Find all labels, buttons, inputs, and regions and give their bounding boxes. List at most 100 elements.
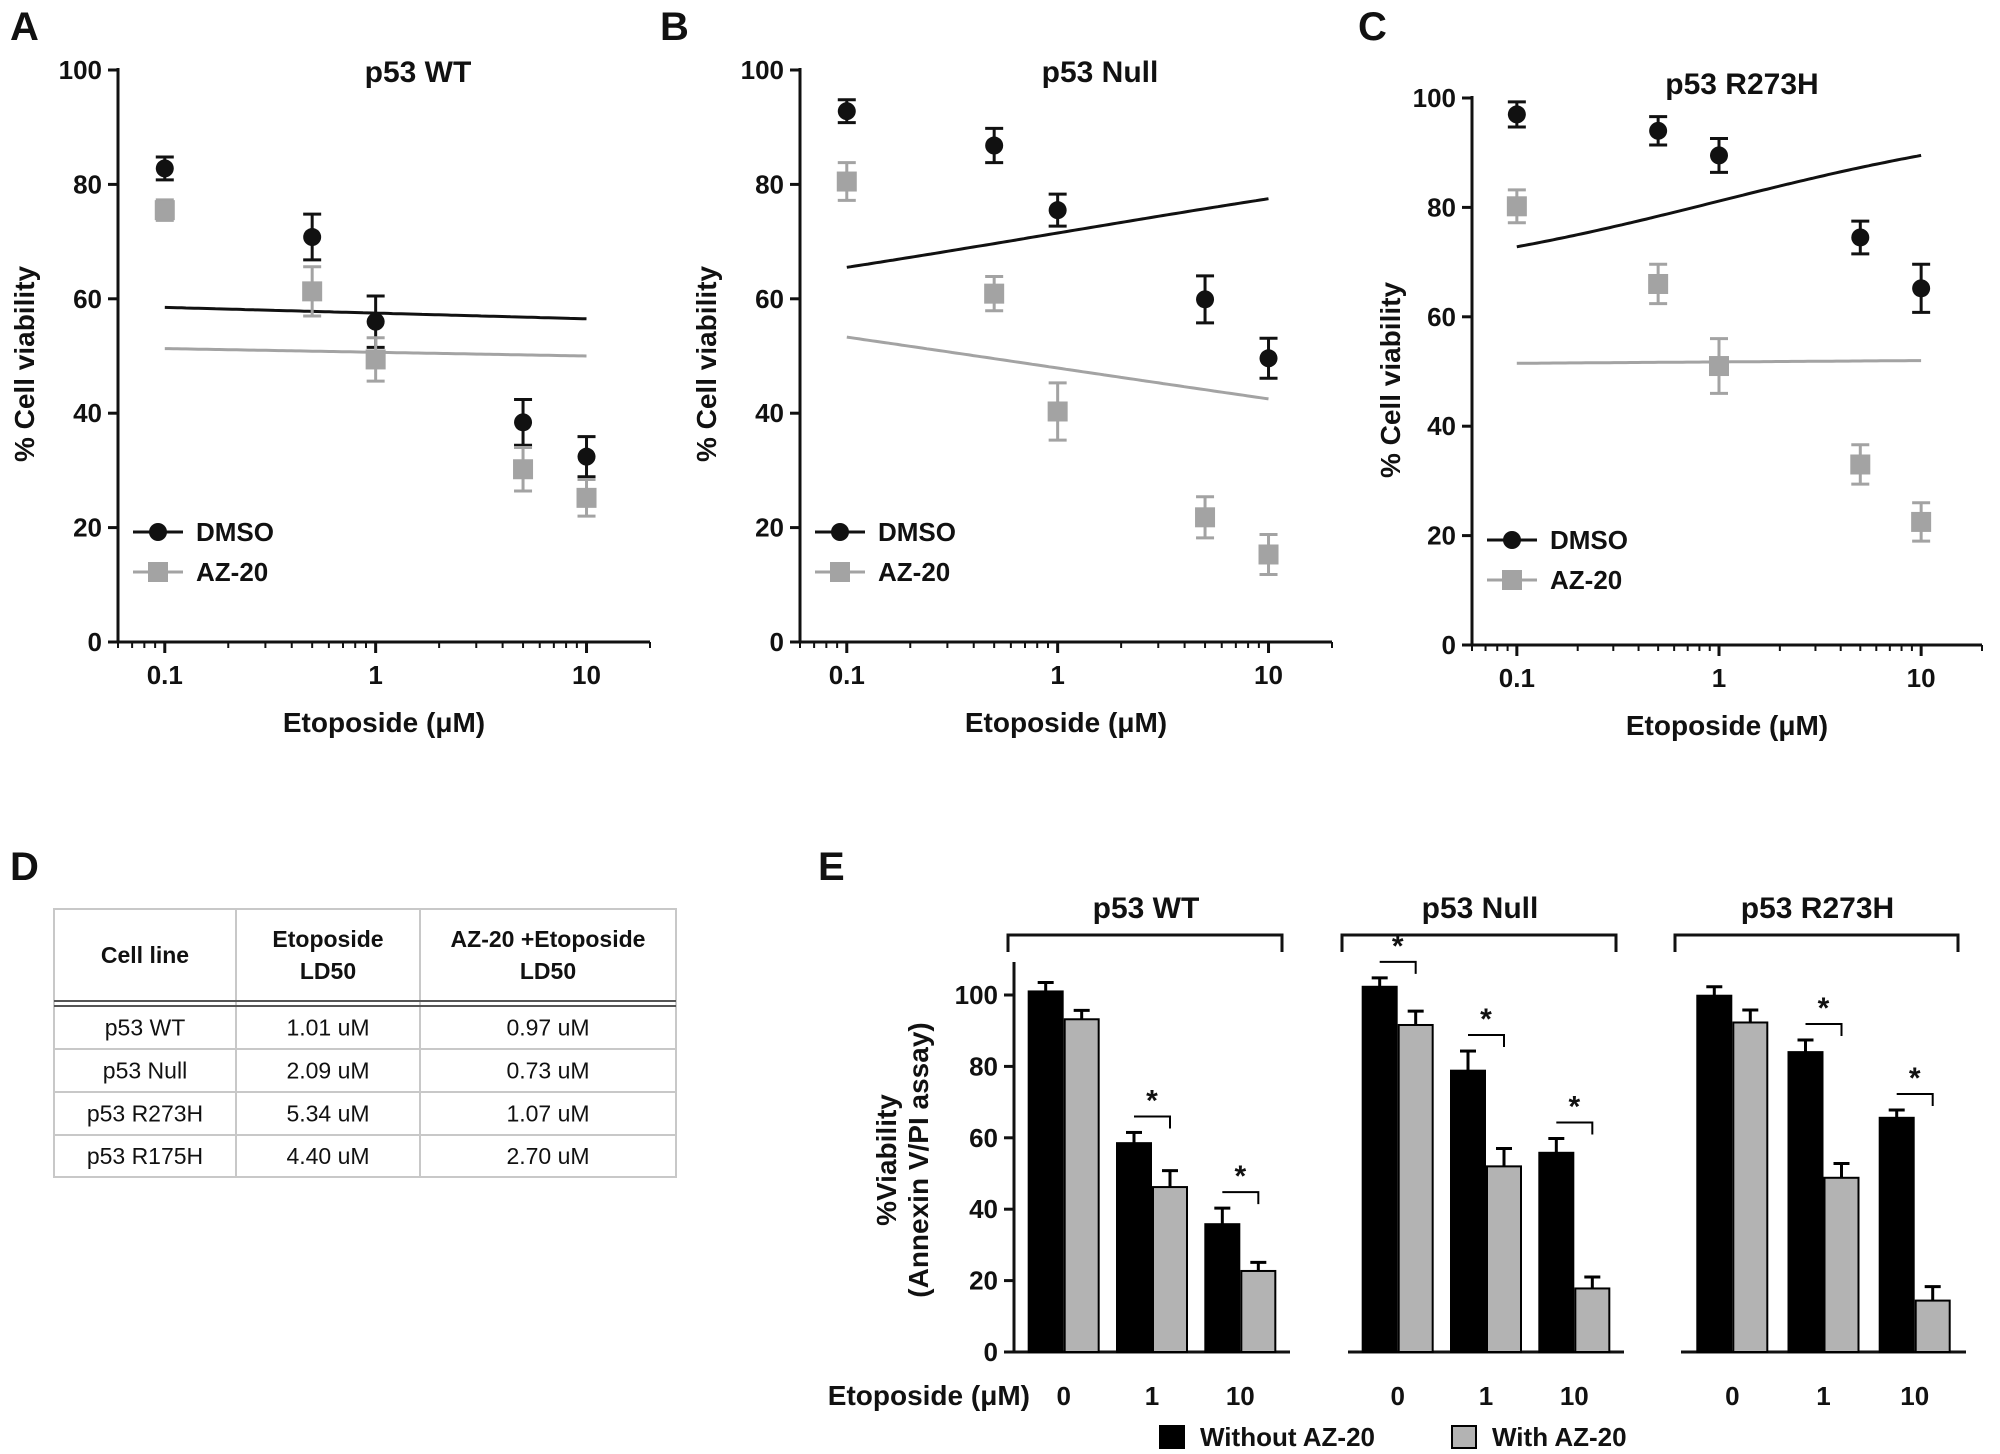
dmso-point xyxy=(1709,146,1728,165)
significance-star: * xyxy=(1146,1084,1158,1117)
az-20-point xyxy=(1195,507,1216,528)
az-20-point xyxy=(513,459,534,480)
dmso-point xyxy=(366,312,385,331)
table-cell: p53 WT xyxy=(105,1015,186,1041)
x-tick-label: 1 xyxy=(1145,1381,1159,1411)
az-20-point xyxy=(302,281,323,302)
significance-bracket xyxy=(1896,1092,1934,1106)
y-tick-label: 100 xyxy=(955,980,998,1010)
chart-title: p53 R273H xyxy=(1665,68,1818,101)
panel-letter-c: C xyxy=(1358,5,1387,49)
group-label: p53 WT xyxy=(1093,892,1200,925)
x-tick-label: 10 xyxy=(1560,1381,1589,1411)
table-header-cell: Cell line xyxy=(101,942,189,968)
legend-label-az-20: AZ-20 xyxy=(878,557,950,587)
significance-star: * xyxy=(1392,930,1404,963)
dmso-point xyxy=(1196,290,1215,309)
bar-without-az-20 xyxy=(1361,985,1398,1353)
bar-with-az-20 xyxy=(1914,1299,1951,1354)
bar-without-az-20 xyxy=(1116,1142,1152,1354)
x-axis-prefix: Etoposide (μM) xyxy=(828,1380,1030,1411)
dmso-point xyxy=(837,102,856,121)
legend-marker-az-20 xyxy=(1502,570,1522,590)
significance-star: * xyxy=(1480,1003,1492,1036)
y-tick-label: 60 xyxy=(73,284,102,314)
table-cell: p53 Null xyxy=(103,1058,187,1084)
az-20-point xyxy=(1911,511,1932,532)
table-header-cell: LD50 xyxy=(300,958,356,984)
az-20-point xyxy=(984,283,1005,304)
chart-title: p53 WT xyxy=(365,56,472,89)
dmso-point xyxy=(1851,228,1870,247)
dmso-point xyxy=(1048,201,1067,220)
significance-bracket xyxy=(1379,960,1417,974)
bar-with-az-20 xyxy=(1732,1021,1769,1353)
y-tick-label: 0 xyxy=(1442,630,1456,660)
y-tick-label: 40 xyxy=(1427,411,1456,441)
y-axis-label: %Viability xyxy=(871,1094,902,1226)
bar-without-az-20 xyxy=(1696,994,1733,1353)
az-20-point xyxy=(1648,273,1669,294)
significance-bracket xyxy=(1556,1121,1594,1135)
y-tick-label: 20 xyxy=(969,1266,998,1296)
x-tick-label: 0.1 xyxy=(829,660,865,690)
y-axis-label: % Cell viability xyxy=(1375,282,1406,478)
az-20-point xyxy=(836,171,857,192)
bar-with-az-20 xyxy=(1397,1023,1434,1354)
bar-without-az-20 xyxy=(1787,1051,1824,1353)
bar-without-az-20 xyxy=(1878,1116,1915,1353)
x-tick-label: 0 xyxy=(1390,1381,1404,1411)
x-tick-label: 0.1 xyxy=(1499,663,1535,693)
chart-c-p53-r273h: 0 20 40 60 80 100 0.1 1 10 Etoposide (μM) % Cell v… xyxy=(1375,68,1983,741)
bar-without-az-20 xyxy=(1450,1069,1486,1353)
group-bracket xyxy=(1340,933,1618,952)
y-tick-label: 80 xyxy=(969,1051,998,1081)
az-20-point xyxy=(1047,401,1068,422)
x-axis-label: Etoposide (μM) xyxy=(283,707,485,738)
table-cell: 0.97 uM xyxy=(506,1015,589,1041)
panel-letter-b: B xyxy=(660,5,689,49)
dmso-point xyxy=(1507,105,1526,124)
x-tick-label: 10 xyxy=(1907,663,1936,693)
dmso-point xyxy=(1259,349,1278,368)
x-tick-label: 10 xyxy=(1226,1381,1255,1411)
y-tick-label: 60 xyxy=(1427,302,1456,332)
y-axis-label: (Annexin V/PI assay) xyxy=(903,1022,934,1297)
az-20-fit-curve xyxy=(846,335,1269,401)
x-tick-label: 10 xyxy=(1900,1381,1929,1411)
y-tick-label: 80 xyxy=(755,169,784,199)
group-label: p53 Null xyxy=(1422,892,1539,925)
x-tick-label: 1 xyxy=(368,660,382,690)
legend-marker-dmso xyxy=(1503,531,1521,549)
group-label: p53 R273H xyxy=(1741,892,1894,925)
az-20-point xyxy=(1708,356,1729,377)
y-tick-label: 60 xyxy=(755,284,784,314)
y-tick-label: 20 xyxy=(73,513,102,543)
bar-without-az-20 xyxy=(1027,990,1064,1353)
dmso-point xyxy=(985,136,1004,155)
az-20-point xyxy=(154,200,175,221)
y-tick-label: 20 xyxy=(1427,521,1456,551)
az-20-point xyxy=(365,349,386,370)
panel-letter-a: A xyxy=(10,5,39,49)
table-cell: 0.73 uM xyxy=(506,1058,589,1084)
y-tick-label: 100 xyxy=(59,55,102,85)
table-cell: 2.70 uM xyxy=(506,1143,589,1169)
y-tick-label: 40 xyxy=(755,398,784,428)
table-header-cell: AZ-20 +Etoposide xyxy=(451,926,646,952)
legend-label-without-az-20: Without AZ-20 xyxy=(1200,1422,1375,1452)
y-tick-label: 60 xyxy=(969,1123,998,1153)
x-tick-label: 10 xyxy=(572,660,601,690)
x-tick-label: 1 xyxy=(1050,660,1064,690)
y-tick-label: 0 xyxy=(88,627,102,657)
legend-marker-az-20 xyxy=(830,562,850,582)
x-tick-label: 0 xyxy=(1725,1381,1739,1411)
y-tick-label: 100 xyxy=(1413,83,1456,113)
table-cell: p53 R175H xyxy=(87,1143,203,1169)
legend-swatch-with-az-20 xyxy=(1451,1425,1477,1449)
group-bracket xyxy=(1006,933,1284,952)
table-frame xyxy=(53,908,677,1178)
bar-with-az-20 xyxy=(1240,1269,1277,1354)
